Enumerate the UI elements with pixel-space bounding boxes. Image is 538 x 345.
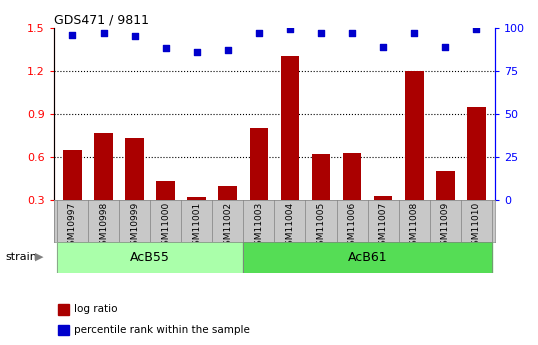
Bar: [58, 304, 69, 315]
Bar: [63, 150, 82, 200]
Point: [130, 33, 139, 39]
Text: GSM10999: GSM10999: [130, 202, 139, 252]
Point: [410, 30, 419, 36]
Text: AcB61: AcB61: [348, 250, 387, 264]
Bar: [281, 56, 299, 200]
Bar: [467, 107, 486, 200]
Text: GSM11006: GSM11006: [348, 202, 357, 252]
Text: strain: strain: [5, 252, 37, 262]
Text: GSM11001: GSM11001: [192, 202, 201, 252]
Bar: [312, 154, 330, 200]
Bar: [94, 132, 113, 200]
Point: [317, 30, 325, 36]
Bar: [57, 241, 243, 273]
Text: GSM11008: GSM11008: [409, 202, 419, 252]
Text: GSM11007: GSM11007: [379, 202, 387, 252]
Point: [99, 30, 108, 36]
Point: [441, 44, 450, 49]
Bar: [405, 71, 423, 200]
Text: GSM11010: GSM11010: [472, 202, 481, 252]
Text: GSM10998: GSM10998: [99, 202, 108, 252]
Bar: [250, 128, 268, 200]
Bar: [57, 241, 243, 273]
Text: GSM11009: GSM11009: [441, 202, 450, 252]
Point: [472, 27, 480, 32]
Text: ▶: ▶: [35, 252, 44, 262]
Text: GSM11005: GSM11005: [316, 202, 325, 252]
Text: AcB55: AcB55: [130, 250, 170, 264]
Text: GSM11002: GSM11002: [223, 202, 232, 251]
Point: [161, 46, 170, 51]
Bar: [218, 186, 237, 200]
Text: GSM10997: GSM10997: [68, 202, 77, 252]
Point: [348, 30, 356, 36]
Bar: [157, 181, 175, 200]
Text: percentile rank within the sample: percentile rank within the sample: [74, 325, 250, 335]
Text: GSM11000: GSM11000: [161, 202, 170, 252]
Point: [193, 49, 201, 55]
Point: [286, 27, 294, 32]
Bar: [343, 152, 362, 200]
Bar: [243, 241, 492, 273]
Point: [223, 47, 232, 53]
Bar: [436, 171, 455, 200]
Bar: [374, 196, 392, 200]
Text: GSM11003: GSM11003: [254, 202, 263, 252]
Point: [68, 32, 77, 37]
Text: GSM11004: GSM11004: [286, 202, 294, 251]
Bar: [125, 138, 144, 200]
Text: log ratio: log ratio: [74, 305, 117, 314]
Bar: [58, 325, 69, 335]
Point: [254, 30, 263, 36]
Bar: [187, 197, 206, 200]
Point: [379, 44, 387, 49]
Text: GDS471 / 9811: GDS471 / 9811: [54, 13, 149, 27]
Bar: [243, 241, 492, 273]
